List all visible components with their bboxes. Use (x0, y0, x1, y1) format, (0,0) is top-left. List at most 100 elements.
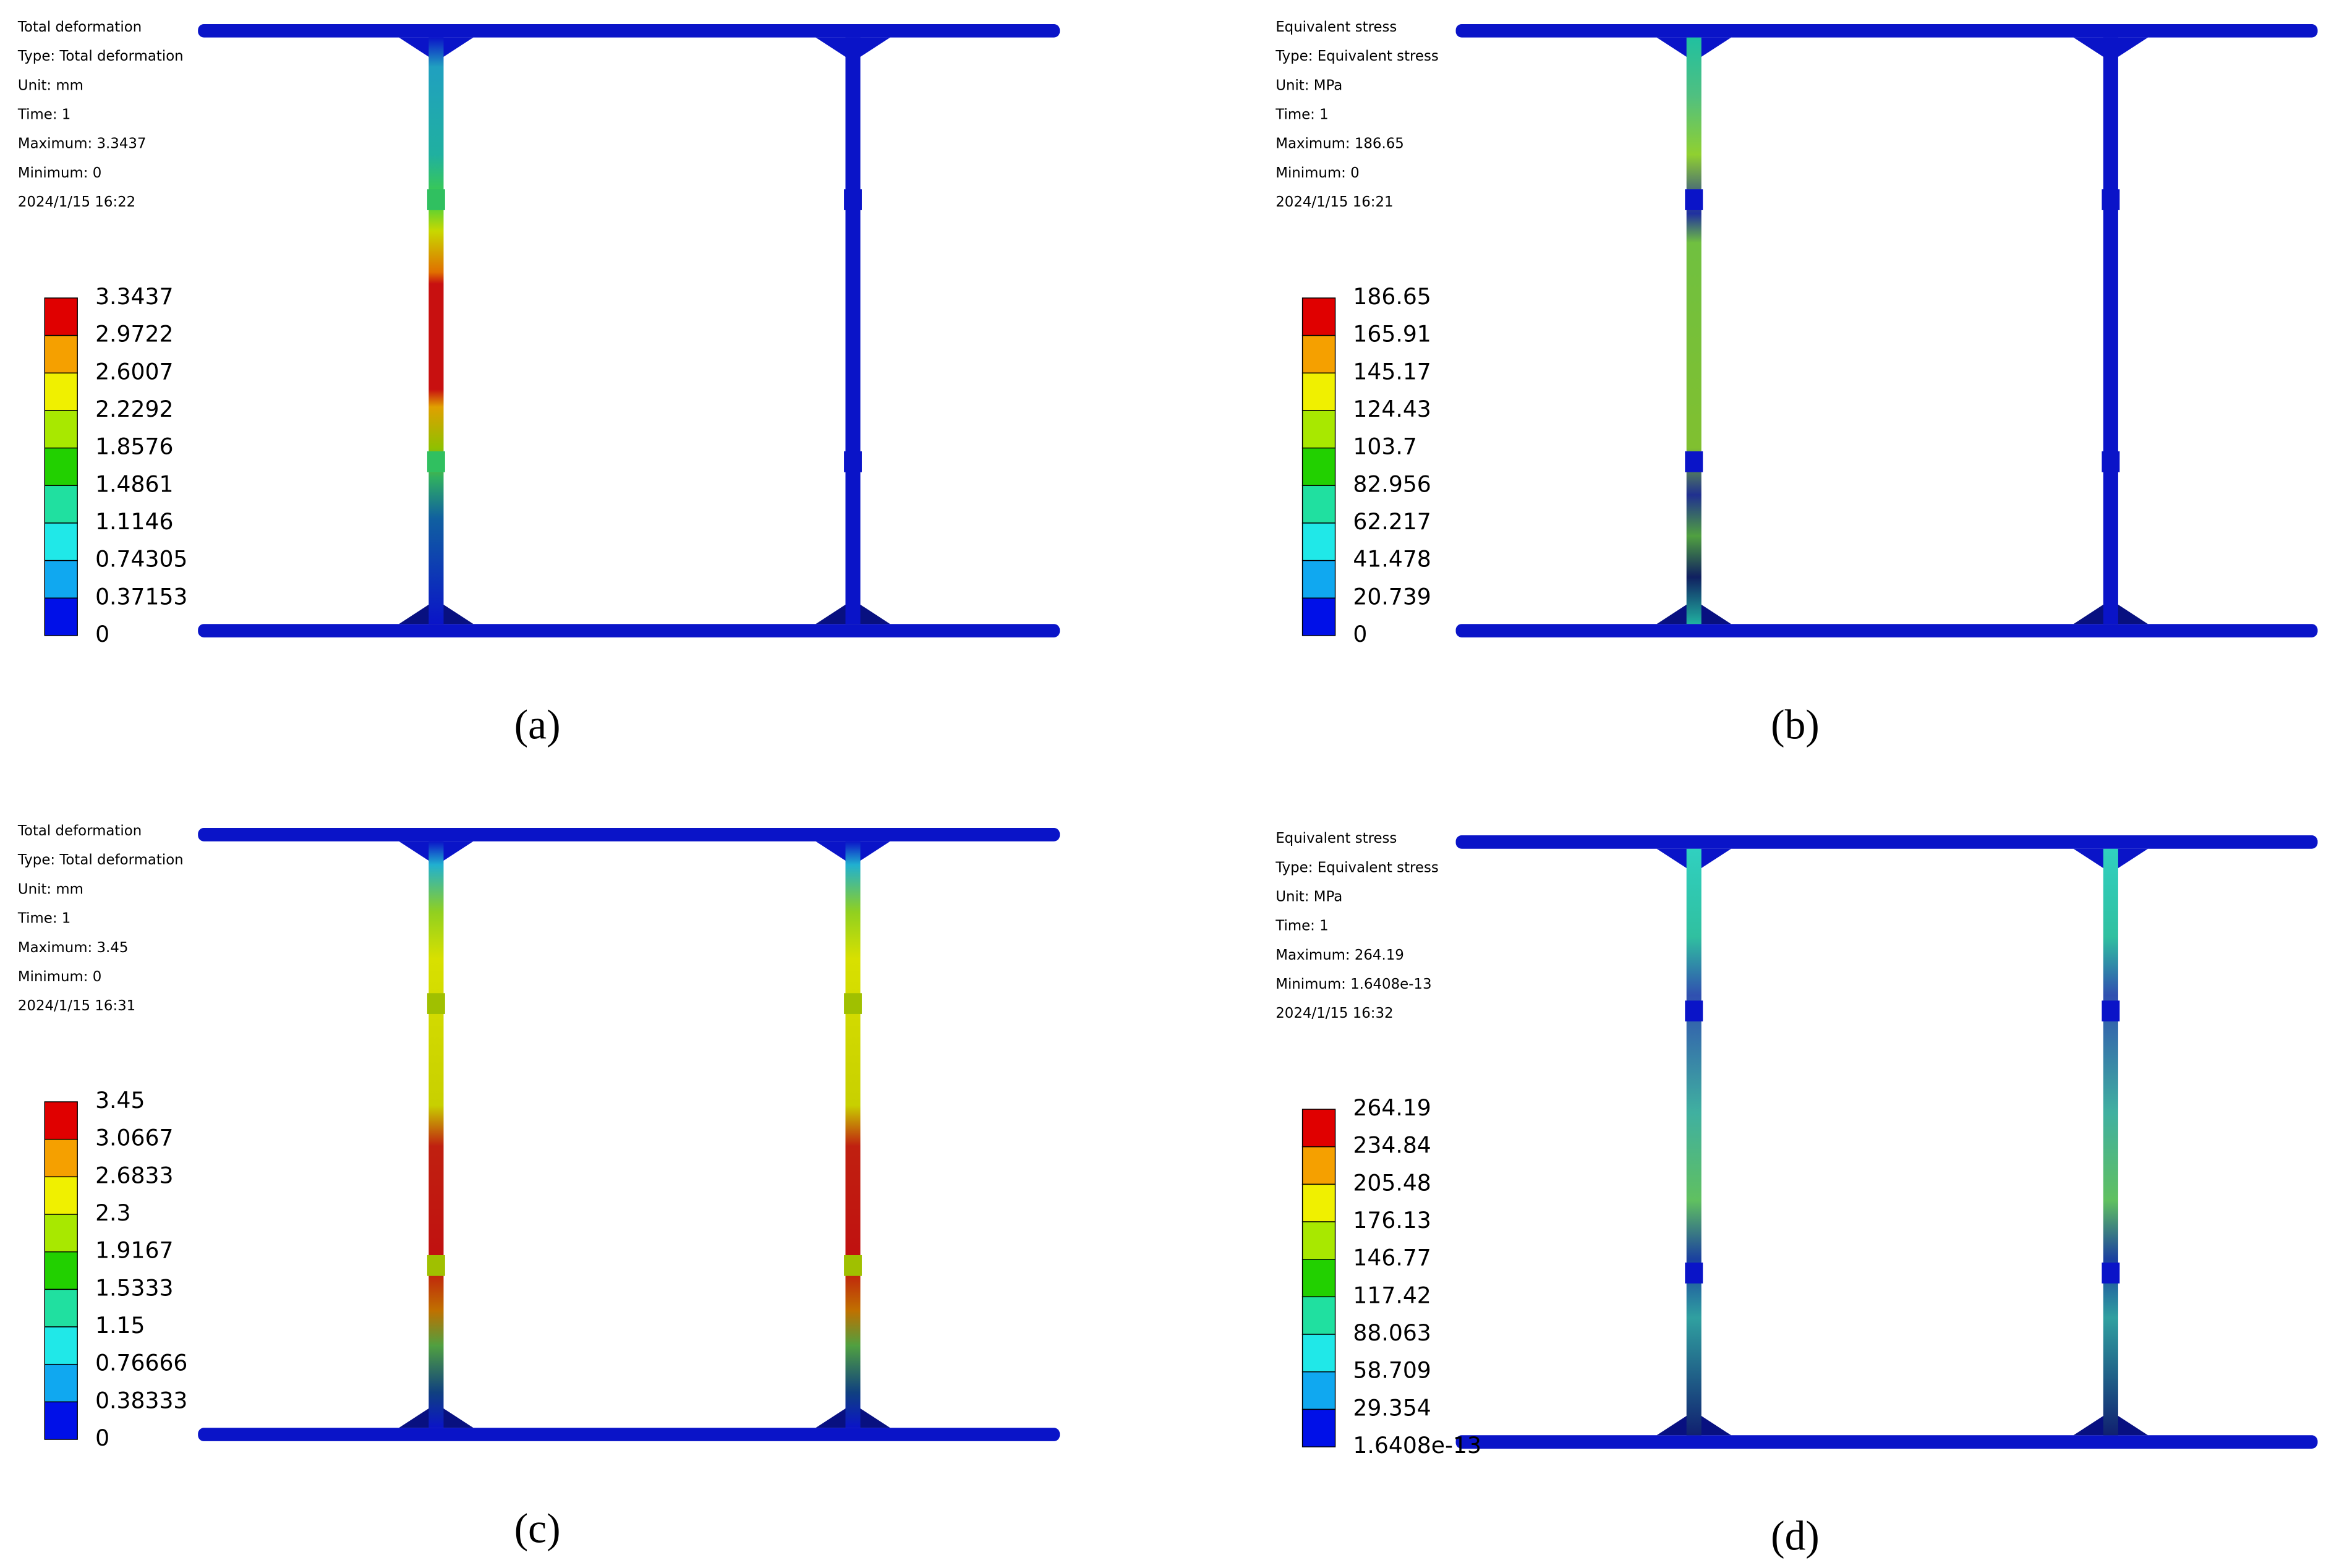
info-line: Type: Total deformation (17, 852, 184, 868)
legend-label: 2.3 (95, 1199, 130, 1226)
legend-band (1301, 410, 1336, 449)
panel: Total deformation Type: Total deformation… (17, 19, 1060, 748)
legend-band (44, 1326, 78, 1365)
info-line: Minimum: 0 (18, 165, 101, 181)
legend-band (44, 447, 78, 487)
legend-label: 0 (95, 1425, 109, 1451)
legend-label: 20.739 (1353, 583, 1431, 610)
legend-band (44, 597, 78, 636)
legend-label: 186.65 (1353, 283, 1431, 310)
bottom-flange (1455, 624, 2318, 637)
column (428, 841, 444, 1428)
column (428, 37, 444, 624)
legend-band (44, 372, 78, 411)
info-line: 2024/1/15 16:32 (1276, 1005, 1393, 1021)
legend-band (44, 1289, 78, 1327)
legend-label: 29.354 (1353, 1394, 1431, 1421)
legend-label: 2.6833 (95, 1162, 173, 1188)
legend-band (1301, 1334, 1336, 1373)
legend-label: 2.9722 (95, 321, 173, 347)
top-flange (1455, 23, 2318, 38)
legend-label: 146.77 (1353, 1245, 1431, 1271)
stiffener (1685, 1263, 1703, 1284)
stiffener (427, 993, 445, 1014)
column (1686, 848, 1702, 1436)
legend-label: 2.2292 (95, 396, 173, 422)
legend-band (1301, 1259, 1336, 1298)
stiffener (844, 993, 862, 1014)
legend-label: 3.0667 (95, 1125, 173, 1151)
legend-label: 58.709 (1353, 1357, 1431, 1384)
caption: (d) (1771, 1513, 1820, 1559)
info-line: Type: Equivalent stress (1275, 859, 1439, 876)
caption: (b) (1771, 702, 1820, 748)
legend-label: 3.3437 (95, 283, 173, 310)
legend-label: 0 (1353, 621, 1367, 647)
stiffener (1685, 1000, 1703, 1022)
panel: Total deformation Type: Total deformation… (17, 823, 1060, 1552)
legend-label: 1.5333 (95, 1274, 173, 1301)
bottom-flange (198, 1428, 1060, 1441)
info-line: Type: Equivalent stress (1275, 48, 1439, 64)
stiffener (2102, 1000, 2120, 1022)
legend-label: 205.48 (1353, 1169, 1431, 1196)
legend-label: 1.4861 (95, 471, 173, 497)
legend-band (1301, 485, 1336, 524)
info-line: Maximum: 3.3437 (18, 136, 147, 152)
legend-label: 0.38333 (95, 1387, 187, 1413)
legend-band (44, 1251, 78, 1290)
column (1686, 37, 1702, 624)
legend-label: 0.74305 (95, 546, 187, 573)
info-line: 2024/1/15 16:31 (18, 998, 135, 1014)
legend-label: 165.91 (1353, 321, 1431, 347)
legend-label: 1.6408e-13 (1353, 1432, 1481, 1459)
legend-label: 103.7 (1353, 433, 1416, 460)
legend-band (1301, 1146, 1336, 1185)
legend-label: 41.478 (1353, 546, 1431, 573)
column (2103, 37, 2118, 624)
legend-band (1301, 597, 1336, 636)
info-line: Unit: mm (18, 77, 83, 93)
legend-label: 1.15 (95, 1312, 145, 1339)
stiffener (2102, 1263, 2120, 1284)
stiffener (1685, 451, 1703, 472)
info-line: Minimum: 0 (18, 969, 101, 985)
info-line: 2024/1/15 16:22 (18, 194, 135, 210)
legend-label: 1.9167 (95, 1237, 173, 1264)
legend-label: 62.217 (1353, 508, 1431, 535)
legend-label: 124.43 (1353, 396, 1431, 422)
legend-label: 0 (95, 621, 109, 647)
top-flange (198, 23, 1060, 38)
legend-band (1301, 1221, 1336, 1260)
legend-band (44, 1401, 78, 1440)
legend-label: 264.19 (1353, 1094, 1431, 1121)
legend-label: 234.84 (1353, 1132, 1431, 1159)
legend-band (44, 1176, 78, 1215)
legend-label: 88.063 (1353, 1319, 1431, 1346)
info-line: Unit: MPa (1276, 77, 1342, 93)
legend-band (1301, 1296, 1336, 1335)
stiffener (1685, 189, 1703, 210)
caption: (c) (514, 1506, 561, 1552)
column (845, 841, 861, 1428)
stiffener (844, 189, 862, 210)
stiffener (844, 451, 862, 472)
legend-band (1301, 560, 1336, 599)
legend-band (44, 560, 78, 599)
info-line: Time: 1 (17, 107, 70, 123)
legend-band (44, 485, 78, 524)
legend-band (1301, 1371, 1336, 1410)
info-line: 2024/1/15 16:21 (1276, 194, 1393, 210)
top-flange (198, 828, 1060, 842)
bottom-flange (198, 624, 1060, 637)
info-line: Total deformation (17, 19, 142, 35)
info-line: Time: 1 (17, 911, 70, 927)
legend-band (1301, 372, 1336, 411)
column (845, 37, 861, 624)
info-line: Equivalent stress (1276, 830, 1397, 846)
info-line: Time: 1 (1275, 918, 1328, 934)
legend-band (44, 1138, 78, 1178)
legend-label: 0.37153 (95, 583, 187, 610)
